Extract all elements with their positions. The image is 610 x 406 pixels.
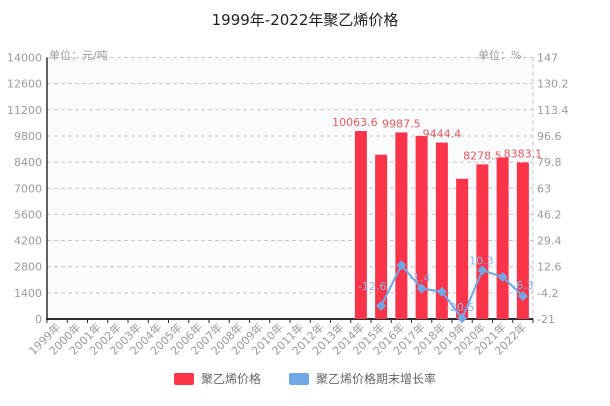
right-axis-unit-label: 单位：%	[478, 48, 521, 62]
left-axis-tick-label: 2800	[14, 261, 42, 274]
left-axis-tick-label: 7000	[14, 182, 42, 195]
bar-value-label: 8278.5	[463, 149, 502, 162]
right-axis-tick-label: 113.4	[537, 104, 569, 117]
legend-swatch-growth-icon	[289, 372, 309, 385]
left-axis-unit-label: 单位：元/吨	[49, 48, 108, 62]
bar-value-label: 8383.1	[504, 147, 543, 160]
legend-label-price: 聚乙烯价格	[200, 372, 261, 386]
line-value-label: -6.3	[512, 279, 533, 292]
bar-value-label: 9444.4	[423, 128, 462, 141]
legend-item-price[interactable]: 聚乙烯价格	[173, 370, 261, 387]
right-axis-tick-label: 29.4	[537, 235, 562, 248]
bar-value-label: 10063.6	[332, 116, 378, 129]
right-axis-tick-label: 46.2	[537, 208, 562, 221]
bar-2017年[interactable]	[415, 135, 428, 319]
bar-2014年[interactable]	[354, 131, 367, 319]
left-axis-tick-label: 4200	[14, 235, 42, 248]
bar-2019年[interactable]	[456, 178, 469, 319]
bar-2018年[interactable]	[435, 142, 448, 319]
left-axis-tick-label: 5600	[14, 208, 42, 221]
gridlines	[47, 57, 534, 319]
legend: 聚乙烯价格 聚乙烯价格期末增长率	[0, 370, 610, 387]
right-axis-tick-label: 96.6	[537, 130, 562, 143]
left-axis-tick-label: 0	[35, 313, 42, 326]
line-point-2022年[interactable]	[517, 291, 528, 302]
legend-swatch-price-icon	[173, 372, 194, 385]
plot-area	[47, 57, 533, 319]
left-axis-tick-label: 9800	[14, 130, 42, 143]
right-axis-tick-label: 79.8	[537, 156, 562, 169]
bar-2020年[interactable]	[476, 164, 489, 319]
bar-2016年[interactable]	[395, 132, 408, 319]
right-axis-tick-label: 147	[537, 52, 558, 65]
left-axis-tick-label: 14000	[7, 52, 42, 65]
line-value-label: -20.5	[446, 301, 474, 314]
left-axis-tick-label: 11200	[7, 104, 42, 117]
line-value-label: 10.3	[469, 254, 494, 267]
legend-label-growth-rate: 聚乙烯价格期末增长率	[316, 372, 437, 386]
left-axis-tick-label: 8400	[14, 156, 42, 169]
bar-2015年[interactable]	[375, 154, 388, 319]
right-axis-tick-label: -21	[537, 313, 555, 326]
line-value-label: -1.4	[409, 271, 430, 284]
legend-item-growth-rate[interactable]: 聚乙烯价格期末增长率	[289, 370, 436, 387]
right-axis-tick-label: 63	[537, 182, 551, 195]
right-axis-tick-label: 130.2	[537, 78, 569, 91]
right-axis-tick-label: -4.2	[537, 287, 558, 300]
bar-2022年[interactable]	[516, 162, 529, 319]
bar-2021年[interactable]	[496, 157, 509, 319]
right-axis-tick-label: 12.6	[537, 261, 562, 274]
bar-value-label: 9987.5	[382, 117, 421, 130]
left-axis-tick-label: 1400	[14, 287, 42, 300]
line-value-label: -12.6	[358, 280, 386, 293]
left-axis-tick-label: 12600	[7, 78, 42, 91]
chart-title: 1999年-2022年聚乙烯价格	[212, 11, 399, 29]
